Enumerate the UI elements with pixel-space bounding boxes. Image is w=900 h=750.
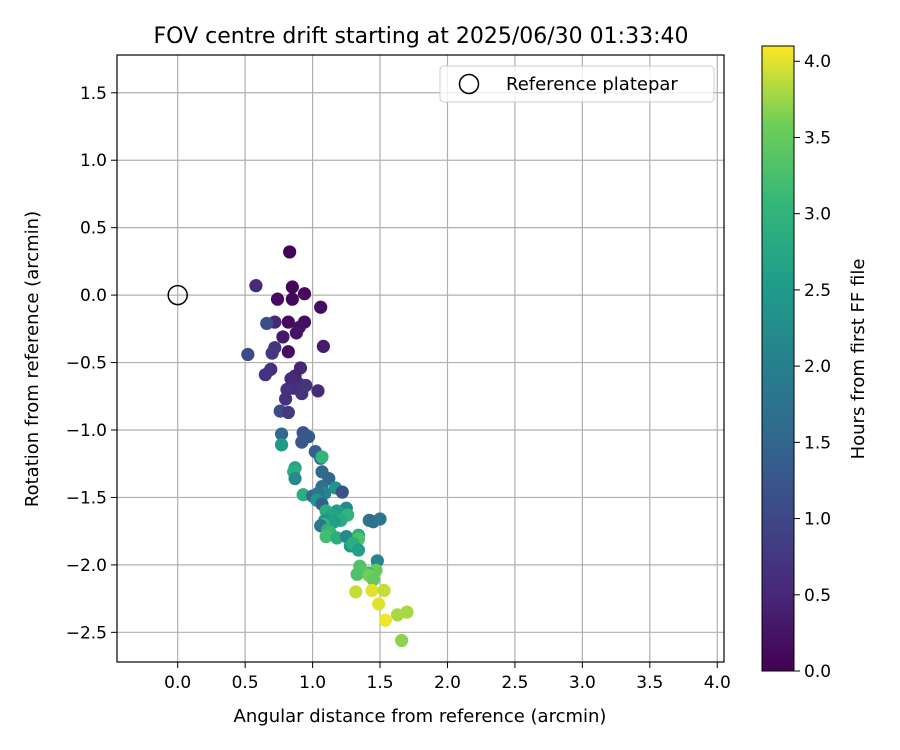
chart-title: FOV centre drift starting at 2025/06/30 … <box>154 24 689 49</box>
y-tick-label: 0.0 <box>80 286 107 306</box>
data-point <box>281 315 295 329</box>
x-tick-label: 3.5 <box>636 673 663 693</box>
colorbar-tick-label: 4.0 <box>804 52 831 72</box>
data-point <box>349 585 363 599</box>
colorbar-tick-label: 1.0 <box>804 510 831 530</box>
data-point <box>366 573 380 587</box>
colorbar-label: Hours from first FF file <box>848 259 869 460</box>
legend-box <box>439 65 715 103</box>
data-point <box>297 287 312 301</box>
data-point <box>283 245 297 259</box>
data-point <box>265 346 279 360</box>
data-point <box>260 316 274 331</box>
y-tick-label: −1.5 <box>66 488 107 508</box>
colorbar-tick-label: 0.5 <box>804 586 831 606</box>
data-point <box>378 613 393 627</box>
data-point <box>249 279 263 293</box>
colorbar-tick-label: 1.5 <box>804 433 831 453</box>
grid-lines <box>117 55 724 662</box>
data-point <box>276 330 290 344</box>
colorbar: 0.0 0.5 1.0 1.5 2.0 2.5 3.0 3.5 4.0 Hours from f… <box>761 45 869 682</box>
data-point <box>274 427 289 441</box>
colorbar-tick-label: 0.0 <box>804 662 831 682</box>
colorbar-tick-label: 3.0 <box>804 205 831 225</box>
colorbar-gradient <box>761 45 795 672</box>
data-point <box>314 300 328 314</box>
y-tick-label: −1.0 <box>66 421 107 441</box>
x-tick-label: 3.0 <box>569 673 596 693</box>
reference-marker-layer <box>167 284 188 306</box>
legend-marker-icon <box>458 73 480 95</box>
data-point <box>270 292 285 306</box>
colorbar-tick-label: 2.0 <box>804 357 831 377</box>
axis-ticks: 0.0 0.5 1.0 1.5 2.0 2.5 3.0 3.5 4.0 1.5 1.0 0.5 0.0 −… <box>66 84 731 693</box>
data-point <box>241 347 255 362</box>
x-tick-label: 1.0 <box>299 673 326 693</box>
data-point <box>258 368 272 382</box>
data-point <box>372 597 386 611</box>
data-point <box>400 605 414 619</box>
data-point <box>274 438 289 452</box>
data-point <box>316 339 330 353</box>
data-point <box>351 543 366 557</box>
colorbar-tick-label: 2.5 <box>804 281 831 301</box>
colorbar-tick-label: 3.5 <box>804 128 831 148</box>
y-tick-label: −2.0 <box>66 556 107 576</box>
data-point <box>319 529 333 544</box>
data-points <box>241 245 414 648</box>
data-point <box>295 435 309 449</box>
x-tick-label: 0.5 <box>232 673 259 693</box>
data-point <box>373 512 387 526</box>
data-point <box>295 386 309 401</box>
y-tick-label: −0.5 <box>66 354 107 374</box>
data-point <box>281 405 295 420</box>
data-point <box>311 384 325 398</box>
data-point <box>395 633 409 648</box>
data-point <box>288 471 302 486</box>
legend-label: Reference platepar <box>506 74 678 95</box>
y-tick-label: 1.0 <box>80 151 107 171</box>
y-tick-label: −2.5 <box>66 623 107 643</box>
data-point <box>335 485 349 499</box>
x-axis-label: Angular distance from reference (arcmin) <box>234 706 607 727</box>
x-tick-label: 2.5 <box>501 673 528 693</box>
data-point <box>281 345 295 359</box>
data-point <box>315 450 329 464</box>
y-axis-label: Rotation from reference (arcmin) <box>22 211 43 507</box>
x-tick-label: 4.0 <box>704 673 731 693</box>
data-point <box>285 280 299 294</box>
colorbar-ticks: 0.0 0.5 1.0 1.5 2.0 2.5 3.0 3.5 4.0 <box>794 52 831 682</box>
data-point <box>279 392 293 406</box>
data-point <box>289 326 304 340</box>
data-point <box>350 567 364 581</box>
data-point <box>377 583 391 598</box>
data-point <box>365 583 379 598</box>
legend: Reference platepar <box>439 65 715 103</box>
x-tick-label: 0.0 <box>164 673 191 693</box>
data-point <box>285 292 299 306</box>
x-tick-label: 2.0 <box>434 673 461 693</box>
x-tick-label: 1.5 <box>367 673 394 693</box>
plot-frame <box>116 54 725 663</box>
y-tick-label: 0.5 <box>80 219 107 239</box>
y-tick-label: 1.5 <box>80 84 107 104</box>
reference-marker <box>167 284 188 306</box>
